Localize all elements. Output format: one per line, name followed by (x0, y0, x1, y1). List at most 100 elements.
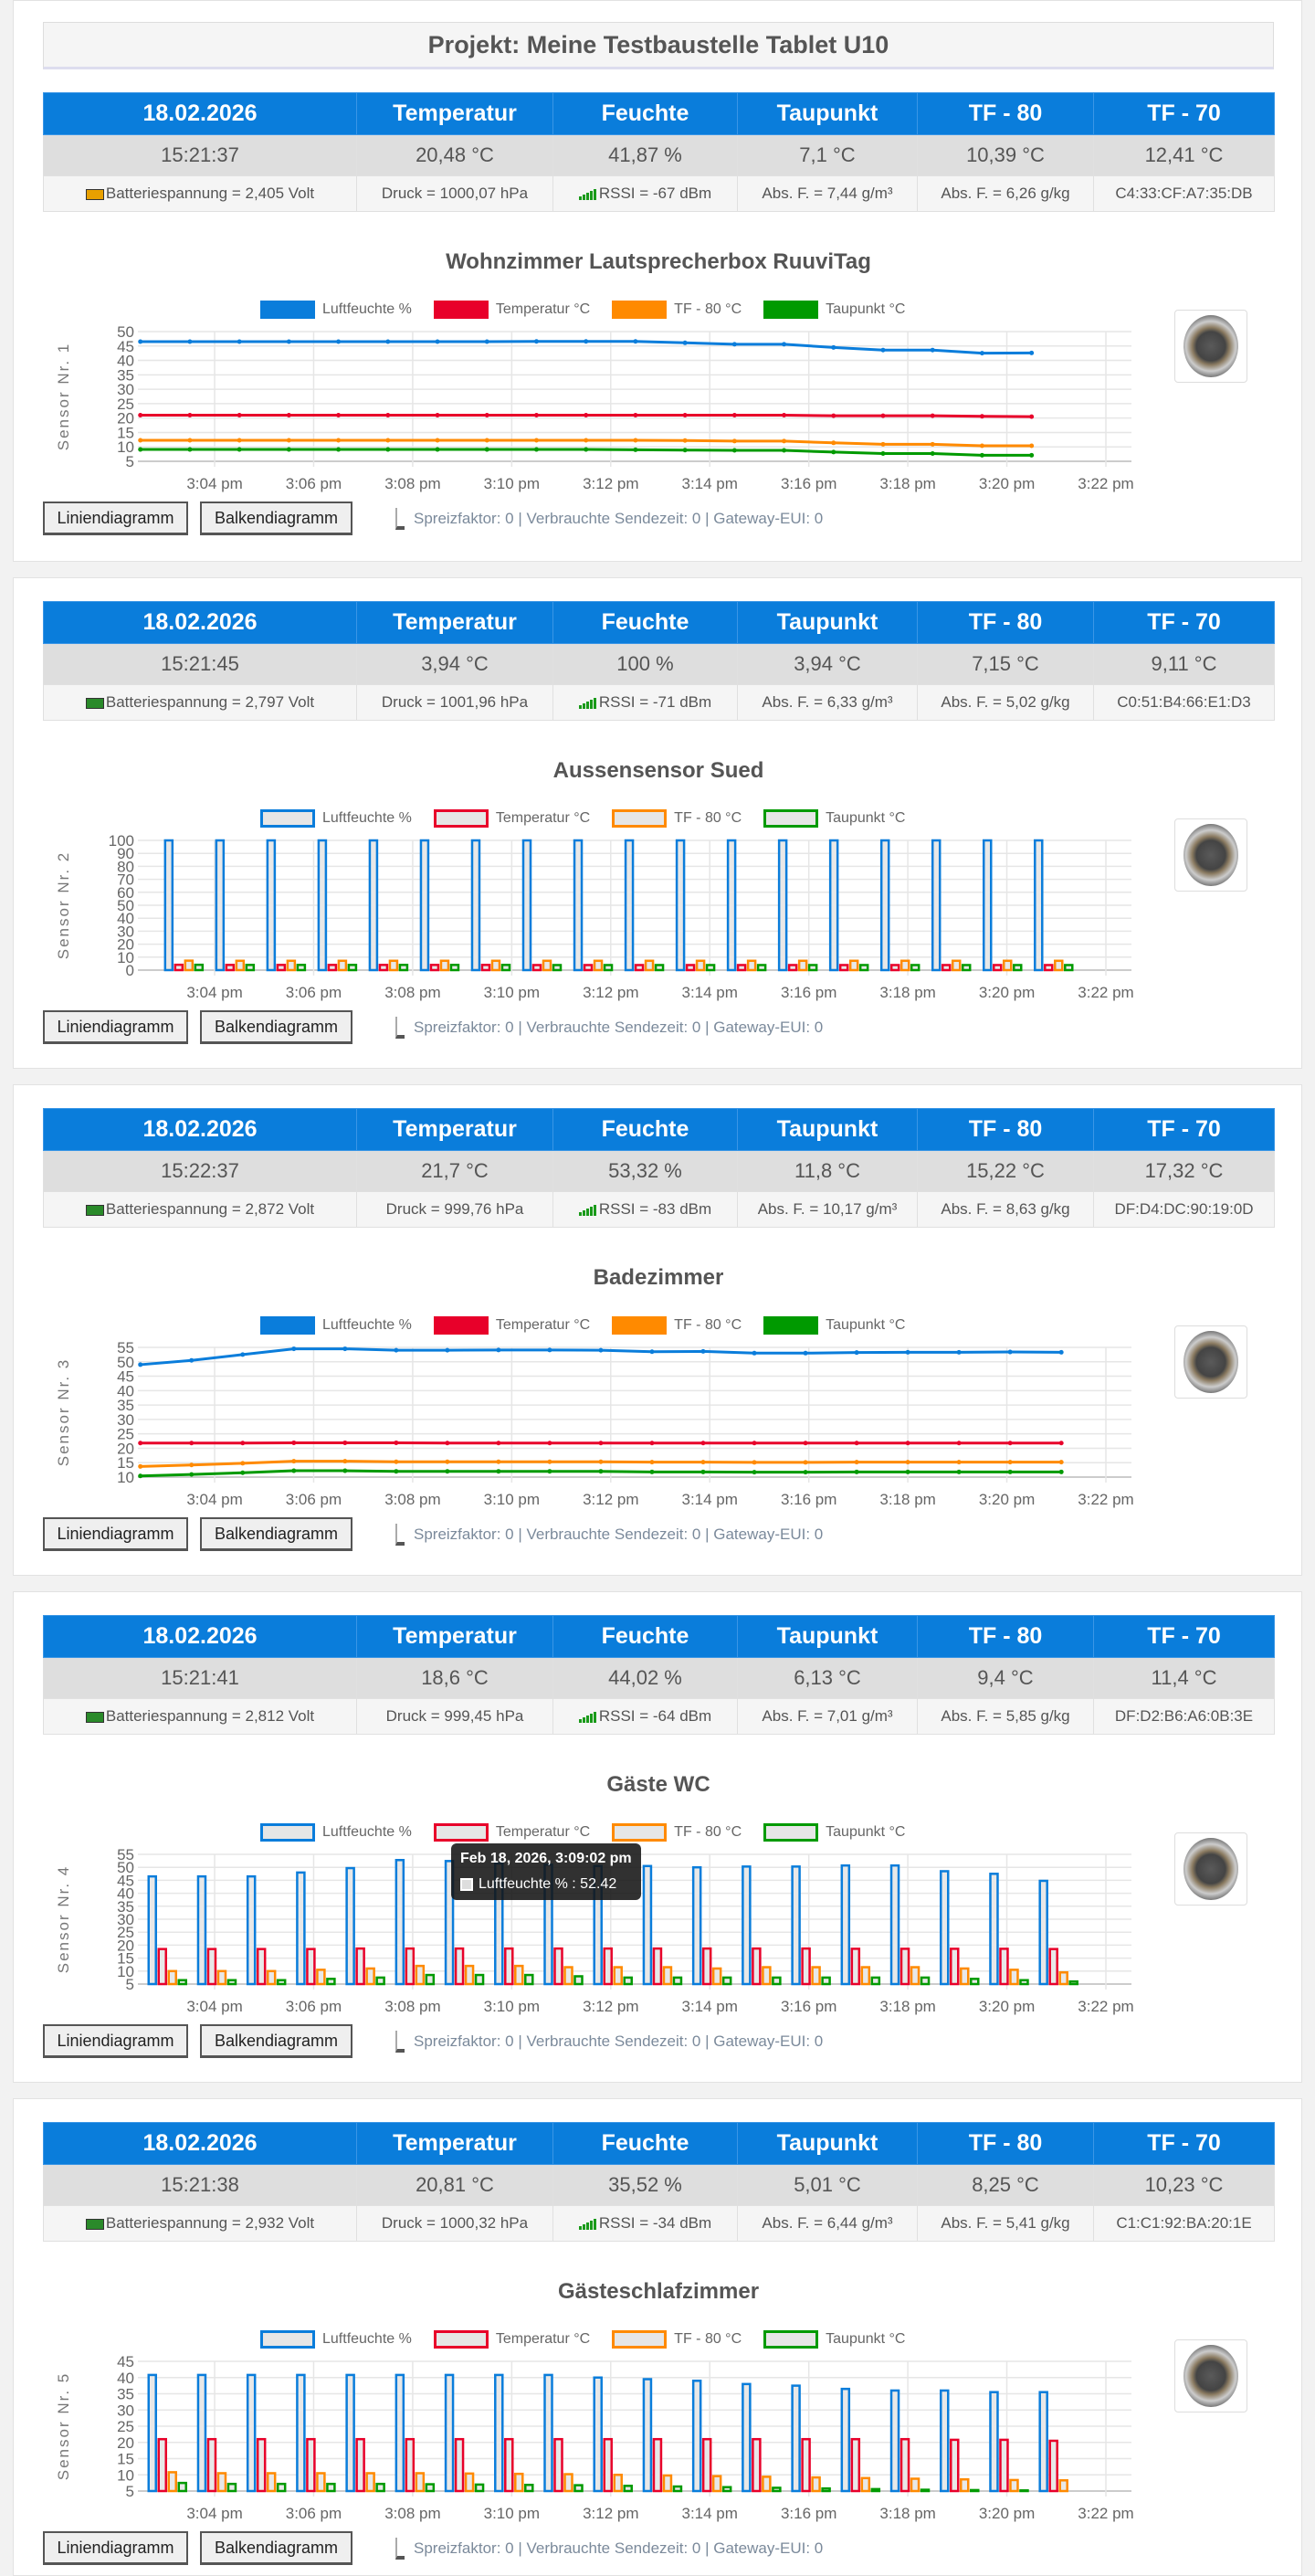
bar-temperature[interactable] (652, 2437, 663, 2493)
bar-temperature[interactable] (306, 1948, 316, 1986)
bar-humidity[interactable] (345, 2373, 355, 2493)
data-point-temperature[interactable] (138, 413, 143, 418)
data-point-dewpoint[interactable] (1058, 1469, 1064, 1474)
bar-dewpoint[interactable] (1012, 964, 1023, 972)
bar-humidity[interactable] (989, 2391, 999, 2493)
data-point-humidity[interactable] (956, 1349, 962, 1355)
bar-temperature[interactable] (999, 2438, 1009, 2493)
data-point-temperature[interactable] (880, 413, 886, 418)
bar-temperature[interactable] (941, 964, 952, 972)
bar-tf80[interactable] (316, 1969, 326, 1986)
data-point-tf80[interactable] (956, 1460, 962, 1465)
bar-tf80[interactable] (365, 2472, 375, 2493)
bar-tf80[interactable] (184, 959, 195, 972)
bar-humidity[interactable] (889, 1863, 900, 1986)
bar-humidity[interactable] (642, 1864, 653, 1986)
bar-tf80[interactable] (613, 2474, 623, 2493)
data-point-tf80[interactable] (336, 438, 342, 443)
bar-tf80[interactable] (266, 1969, 277, 1986)
bar-temperature[interactable] (736, 964, 747, 972)
bar-humidity[interactable] (419, 839, 430, 972)
bar-temperature[interactable] (838, 964, 849, 972)
bar-tf80[interactable] (593, 959, 604, 972)
data-point-temperature[interactable] (138, 1441, 143, 1446)
bar-dewpoint[interactable] (870, 2487, 881, 2493)
bar-tf80[interactable] (1054, 959, 1064, 972)
data-point-humidity[interactable] (484, 339, 489, 344)
data-point-tf80[interactable] (445, 1459, 450, 1464)
bar-dewpoint[interactable] (226, 2482, 237, 2493)
bar-tf80[interactable] (613, 1966, 623, 1986)
bar-tf80[interactable] (1058, 2479, 1068, 2493)
data-point-humidity[interactable] (1007, 1349, 1013, 1355)
bar-dewpoint[interactable] (425, 2483, 436, 2493)
legend-item-tf80[interactable]: TF - 80 °C (612, 301, 742, 319)
bar-dewpoint[interactable] (474, 1973, 485, 1986)
data-point-humidity[interactable] (930, 347, 935, 353)
data-point-humidity[interactable] (979, 351, 984, 356)
data-point-dewpoint[interactable] (831, 449, 836, 455)
data-point-temperature[interactable] (633, 413, 638, 418)
line-chart-button[interactable]: Liniendiagramm (43, 2024, 188, 2058)
bar-temperature[interactable] (174, 963, 184, 972)
data-point-tf80[interactable] (803, 1460, 808, 1465)
bar-dewpoint[interactable] (756, 964, 767, 972)
bar-dewpoint[interactable] (970, 2488, 980, 2493)
data-point-humidity[interactable] (649, 1349, 655, 1355)
data-point-dewpoint[interactable] (1007, 1469, 1013, 1474)
data-point-dewpoint[interactable] (956, 1469, 962, 1474)
data-point-tf80[interactable] (930, 441, 935, 447)
bar-dewpoint[interactable] (276, 1979, 287, 1986)
data-point-dewpoint[interactable] (682, 448, 688, 453)
data-point-dewpoint[interactable] (189, 1472, 195, 1477)
legend-item-humidity[interactable]: Luftfeuchte % (260, 1823, 412, 1842)
bar-humidity[interactable] (840, 1863, 851, 1986)
data-point-dewpoint[interactable] (633, 447, 638, 452)
bar-humidity[interactable] (840, 2387, 851, 2493)
bar-dewpoint[interactable] (194, 963, 205, 972)
data-point-temperature[interactable] (584, 413, 589, 418)
data-point-humidity[interactable] (547, 1347, 552, 1353)
bar-dewpoint[interactable] (347, 964, 358, 972)
bar-dewpoint[interactable] (1019, 2489, 1029, 2493)
data-point-dewpoint[interactable] (533, 447, 539, 452)
data-point-humidity[interactable] (533, 339, 539, 344)
data-point-temperature[interactable] (385, 413, 391, 418)
bar-dewpoint[interactable] (326, 1978, 336, 1986)
bar-temperature[interactable] (405, 2437, 416, 2493)
bar-tf80[interactable] (167, 1969, 177, 1986)
bar-humidity[interactable] (147, 1874, 157, 1986)
data-point-humidity[interactable] (633, 339, 638, 344)
bar-tf80[interactable] (415, 1964, 426, 1986)
bar-dewpoint[interactable] (375, 1976, 385, 1986)
bar-tf80[interactable] (746, 959, 757, 972)
data-point-dewpoint[interactable] (237, 447, 242, 452)
bar-tf80[interactable] (1002, 959, 1013, 972)
bar-dewpoint[interactable] (672, 2485, 683, 2493)
data-point-humidity[interactable] (240, 1352, 246, 1357)
bar-humidity[interactable] (494, 2373, 504, 2493)
bar-humidity[interactable] (394, 1858, 405, 1986)
data-point-temperature[interactable] (240, 1441, 246, 1446)
data-point-temperature[interactable] (435, 413, 440, 418)
bar-chart-button[interactable]: Balkendiagramm (200, 2024, 352, 2058)
bar-temperature[interactable] (950, 2438, 960, 2493)
bar-humidity[interactable] (543, 2373, 553, 2493)
bar-temperature[interactable] (752, 2437, 762, 2493)
bar-dewpoint[interactable] (623, 1976, 633, 1986)
data-point-temperature[interactable] (237, 413, 242, 418)
legend-item-tf80[interactable]: TF - 80 °C (612, 2330, 742, 2349)
data-point-humidity[interactable] (803, 1350, 808, 1356)
bar-dewpoint[interactable] (807, 964, 818, 972)
data-point-tf80[interactable] (731, 438, 737, 444)
legend-item-humidity[interactable]: Luftfeuchte % (260, 809, 412, 828)
bar-humidity[interactable] (444, 1860, 455, 1986)
line-chart-button[interactable]: Liniendiagramm (43, 501, 188, 535)
data-point-dewpoint[interactable] (782, 448, 787, 453)
bar-tf80[interactable] (216, 1969, 227, 1986)
data-point-dewpoint[interactable] (496, 1469, 501, 1474)
data-point-temperature[interactable] (336, 413, 342, 418)
data-point-tf80[interactable] (385, 438, 391, 443)
bar-temperature[interactable] (999, 1948, 1009, 1986)
bar-dewpoint[interactable] (821, 2486, 831, 2493)
